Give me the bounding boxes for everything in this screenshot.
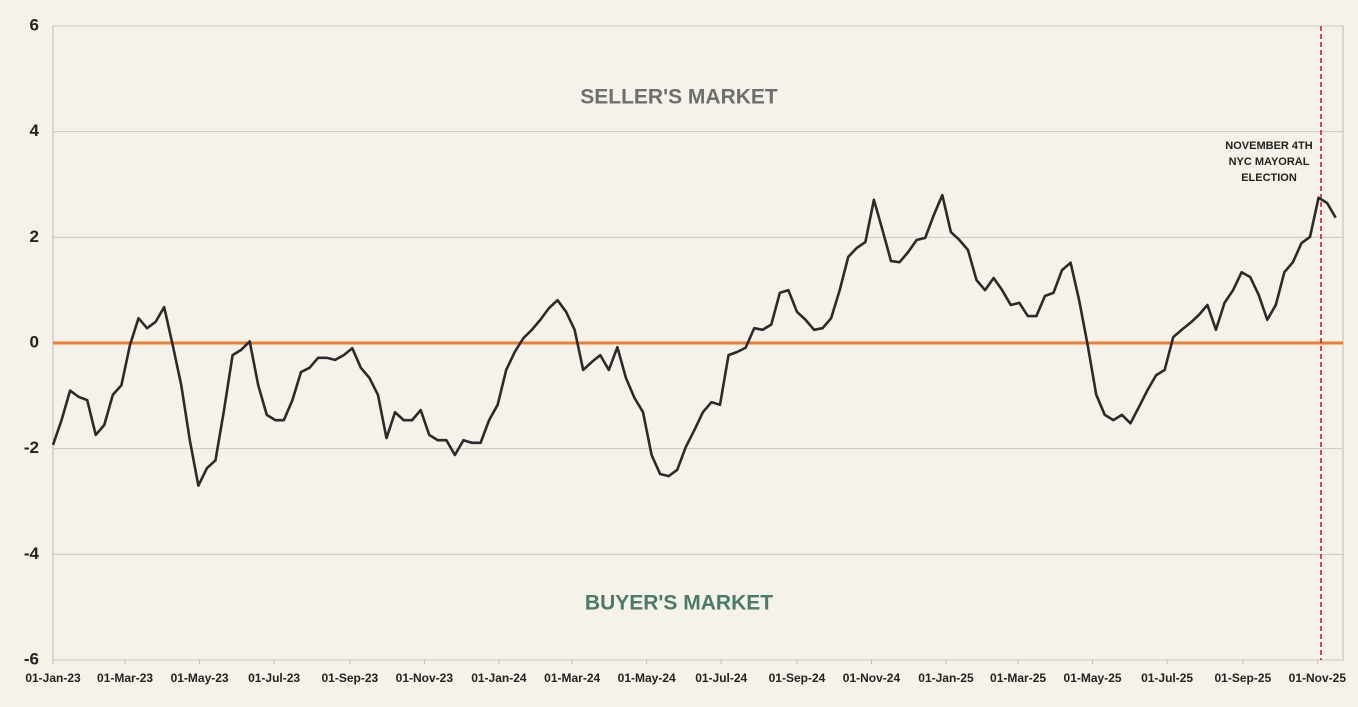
y-tick-label: -2 <box>24 438 39 457</box>
x-tick-label: 01-Jan-23 <box>25 671 81 685</box>
x-tick-label: 01-Jul-24 <box>695 671 747 685</box>
x-tick-label: 01-Jan-25 <box>918 671 974 685</box>
x-tick-label: 01-Jul-25 <box>1141 671 1193 685</box>
x-tick-label: 01-Jan-24 <box>471 671 527 685</box>
x-tick-label: 01-May-25 <box>1064 671 1122 685</box>
x-tick-label: 01-May-23 <box>171 671 229 685</box>
y-tick-label: -4 <box>24 544 40 563</box>
x-tick-label: 01-Sep-25 <box>1214 671 1271 685</box>
y-tick-label: 6 <box>30 15 39 34</box>
x-tick-label: 01-Sep-24 <box>769 671 826 685</box>
x-tick-label: 01-Sep-23 <box>321 671 378 685</box>
y-tick-label: 2 <box>30 227 39 246</box>
x-tick-label: 01-Nov-24 <box>843 671 901 685</box>
seller-label: SELLER'S MARKET <box>580 86 778 109</box>
x-tick-label: 01-Mar-23 <box>97 671 153 685</box>
event-note: NOVEMBER 4TH <box>1225 140 1312 152</box>
y-tick-label: 4 <box>30 121 40 140</box>
x-tick-label: 01-Nov-25 <box>1289 671 1347 685</box>
y-tick-label: 0 <box>30 332 39 351</box>
x-tick-label: 01-Jul-23 <box>248 671 300 685</box>
event-note: NYC MAYORAL <box>1229 156 1310 168</box>
event-note: ELECTION <box>1241 172 1297 184</box>
x-tick-label: 01-May-24 <box>618 671 676 685</box>
x-tick-label: 01-Nov-23 <box>396 671 454 685</box>
buyer-label: BUYER'S MARKET <box>585 592 773 615</box>
series-line <box>51 193 1337 487</box>
y-tick-label: -6 <box>24 649 39 668</box>
x-tick-label: 01-Mar-25 <box>990 671 1046 685</box>
x-tick-label: 01-Mar-24 <box>544 671 600 685</box>
